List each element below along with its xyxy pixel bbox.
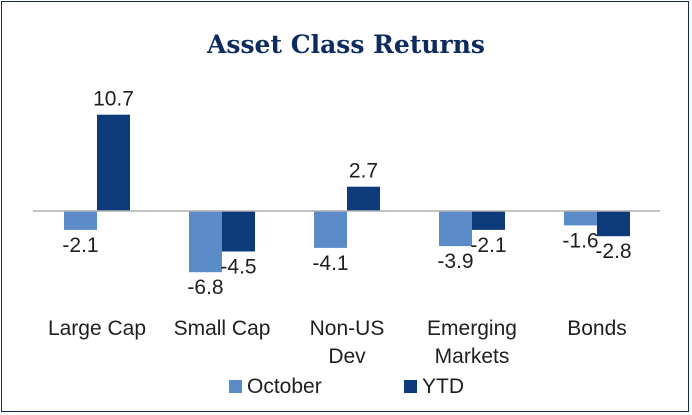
legend-swatch-ytd (404, 380, 417, 393)
category-label-4: Bonds (567, 317, 627, 340)
bar-october-2 (314, 211, 347, 248)
bar-october-0 (64, 211, 97, 230)
bar-ytd-1 (222, 211, 255, 252)
bars-group (64, 114, 630, 273)
legend: October YTD (229, 375, 464, 398)
data-label-october-3: -3.9 (437, 250, 473, 273)
legend-label-october: October (247, 375, 322, 398)
bar-october-4 (564, 211, 597, 226)
bar-october-3 (439, 211, 472, 247)
data-labels-group: -2.110.7-6.8-4.5 -4.12.7-3.9-2.1 -1.6-2.8 (62, 88, 631, 300)
data-label-october-4: -1.6 (562, 229, 598, 252)
category-label-0: Large Cap (48, 317, 146, 340)
bar-ytd-0 (97, 114, 130, 211)
data-label-october-2: -4.1 (312, 252, 348, 275)
legend-label-ytd: YTD (422, 375, 464, 398)
data-label-october-0: -2.1 (62, 234, 98, 257)
legend-swatch-october (229, 380, 242, 393)
data-label-ytd-2: 2.7 (349, 160, 378, 183)
bar-ytd-4 (597, 211, 630, 237)
chart-title: Asset Class Returns (206, 30, 485, 59)
category-label-2: Non-US Dev (310, 317, 385, 368)
data-label-ytd-3: -2.1 (470, 234, 506, 257)
data-label-ytd-4: -2.8 (595, 240, 631, 263)
data-label-october-1: -6.8 (187, 276, 223, 299)
category-labels-group: Large Cap Small Cap Non-US Dev Emerging Marke… (48, 317, 627, 368)
data-label-ytd-1: -4.5 (220, 256, 256, 279)
bar-ytd-2 (347, 186, 380, 211)
data-label-ytd-0: 10.7 (93, 88, 134, 111)
category-label-3: Emerging Markets (427, 317, 517, 368)
category-label-1: Small Cap (174, 317, 271, 340)
bar-ytd-3 (472, 211, 505, 230)
bar-october-1 (189, 211, 222, 273)
